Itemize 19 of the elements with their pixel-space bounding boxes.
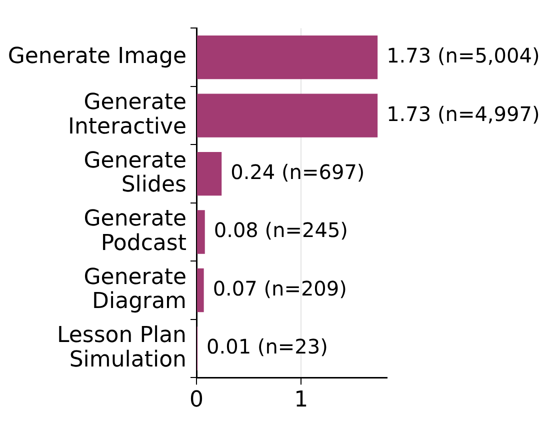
bar — [197, 210, 205, 254]
data-label: 1.73 (n=4,997) — [386, 102, 540, 126]
y-tick-label: Lesson Plan Simulation — [56, 323, 186, 372]
data-label: 0.07 (n=209) — [212, 276, 347, 300]
data-label: 0.08 (n=245) — [214, 218, 348, 242]
y-tick-label: Generate Podcast — [84, 206, 187, 256]
x-tick-label: 1 — [294, 388, 308, 413]
x-tick-label: 0 — [190, 388, 204, 413]
y-tick-label: Generate Slides — [84, 148, 186, 198]
bar — [197, 94, 378, 138]
bar — [197, 152, 222, 196]
data-label: 0.24 (n=697) — [230, 160, 365, 184]
bar — [197, 268, 204, 312]
y-tick-label: Generate Interactive — [68, 90, 186, 140]
bar — [197, 35, 378, 80]
data-label: 1.73 (n=5,004) — [386, 44, 540, 68]
data-label: 0.01 (n=23) — [206, 334, 328, 359]
y-tick-label: Generate Image — [8, 44, 186, 70]
y-tick-label: Generate Diagram — [84, 264, 186, 314]
